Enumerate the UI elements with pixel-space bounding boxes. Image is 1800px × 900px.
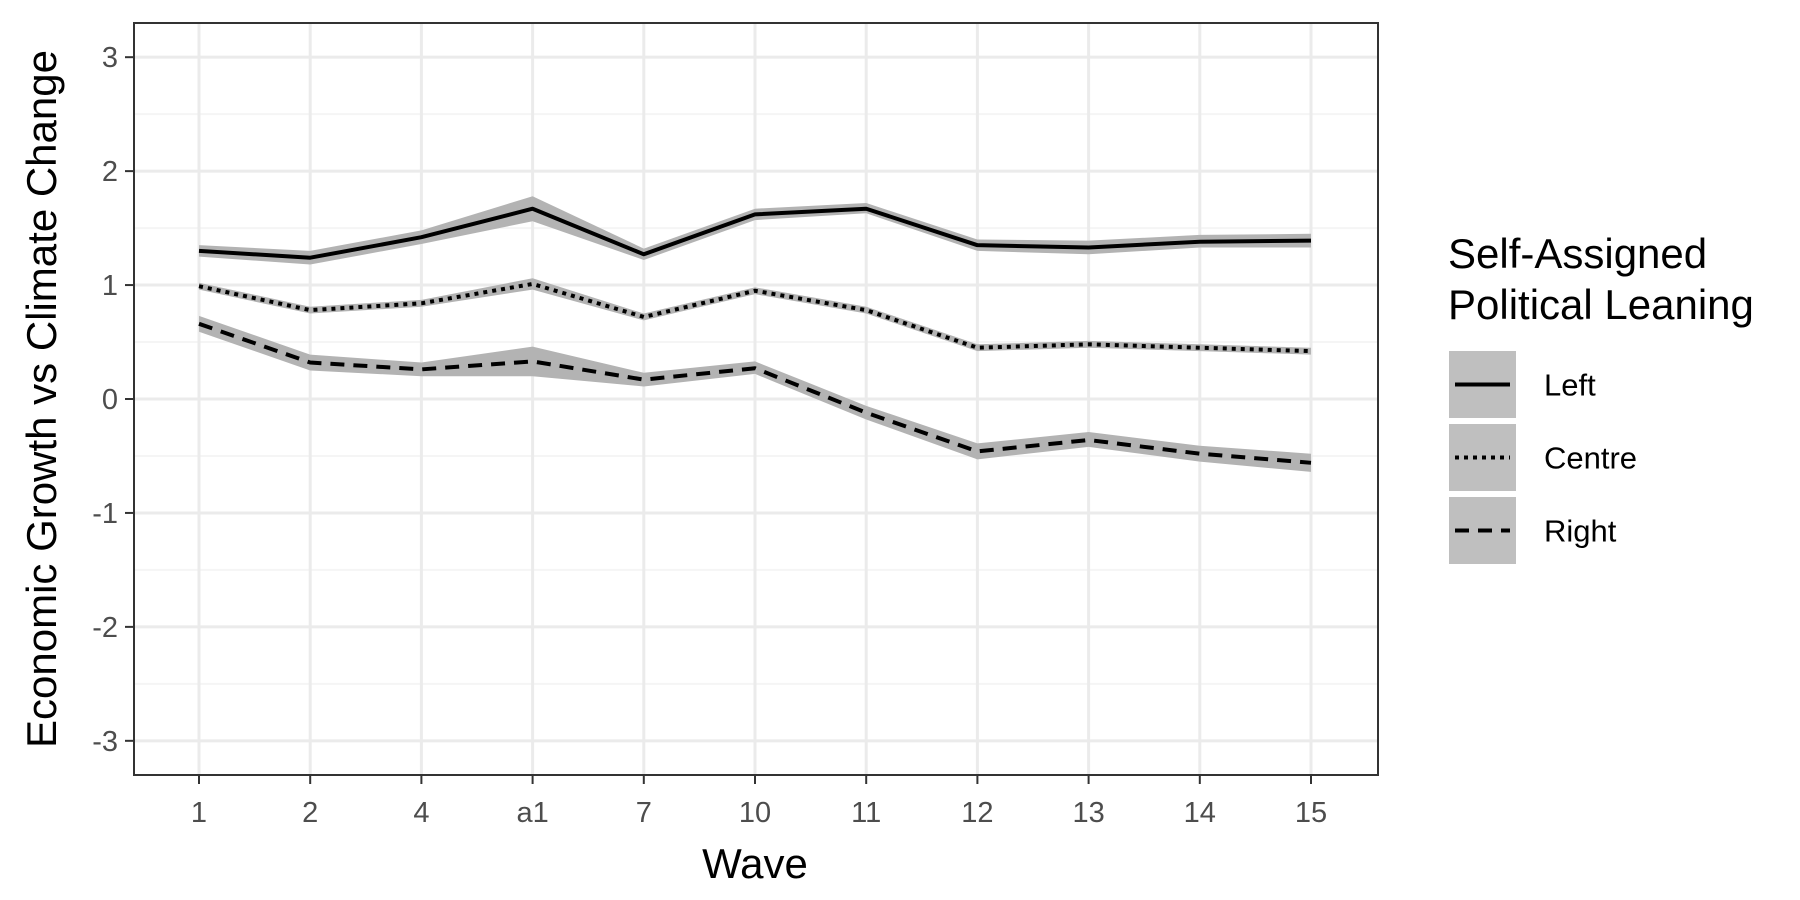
ribbon-right [199,315,1311,472]
x-tick-label: 2 [302,797,318,829]
legend-title-line-2: Political Leaning [1448,281,1754,328]
x-tick-label: a1 [516,797,548,829]
series-lines [198,206,1312,465]
ribbon-centre [199,278,1311,355]
x-tick-label: 4 [413,797,429,829]
y-tick-label: 1 [102,270,118,302]
y-axis-title: Economic Growth vs Climate Change [18,50,65,748]
series-line-left [198,206,1312,260]
x-tick-label: 7 [636,797,652,829]
y-tick-label: 0 [102,384,118,416]
y-tick-label: -3 [92,726,118,758]
legend-label-centre: Centre [1544,441,1637,476]
y-tick-label: -2 [92,612,118,644]
y-tick-label: 3 [102,42,118,74]
legend-label-right: Right [1544,514,1617,549]
legend-items: Left Centre Right [1449,351,1637,564]
x-tick-label: 15 [1295,797,1327,829]
x-tick-label: 13 [1072,797,1104,829]
y-tick-label: -1 [92,498,118,530]
x-tick-label: 1 [191,797,207,829]
legend: Self-Assigned Political Leaning Left Cent… [1448,230,1754,564]
x-tick-label: 11 [851,797,881,829]
series-line-right [198,321,1312,465]
x-tick-label: 10 [739,797,771,829]
axis-ticks [125,56,1312,784]
y-tick-label: 2 [102,156,118,188]
x-tick-label: 12 [961,797,993,829]
grid-major [134,23,1378,775]
y-axis-tick-labels: -3 -2 -1 0 1 2 3 [92,42,118,758]
legend-title-line-1: Self-Assigned [1448,230,1707,277]
x-tick-label: 14 [1184,797,1216,829]
x-axis-title: Wave [702,840,808,887]
x-axis-tick-labels: 1 2 4 a1 7 10 11 12 13 14 15 [191,797,1327,829]
legend-label-left: Left [1544,368,1596,403]
series-line-centre [198,281,1312,354]
